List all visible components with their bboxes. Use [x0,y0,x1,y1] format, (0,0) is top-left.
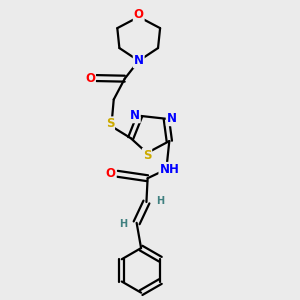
Text: O: O [85,72,95,85]
Text: H: H [119,219,127,229]
Text: N: N [134,54,144,67]
Text: NH: NH [159,163,179,176]
Text: H: H [156,196,164,206]
Text: S: S [106,117,114,130]
Text: N: N [130,109,140,122]
Text: O: O [134,8,144,21]
Text: S: S [143,149,151,162]
Text: N: N [167,112,177,125]
Text: O: O [106,167,116,180]
